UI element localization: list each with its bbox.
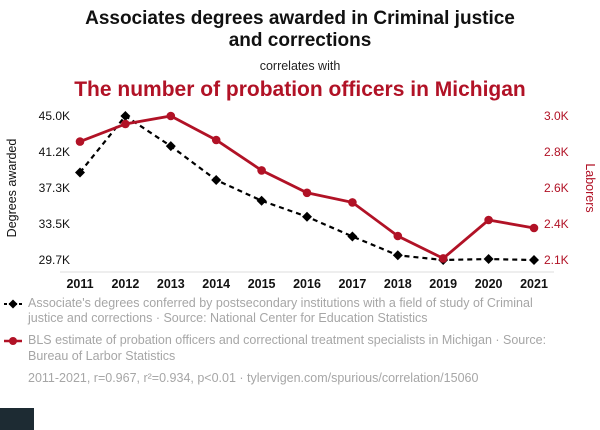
legend: Associate's degrees conferred by postsec…	[0, 296, 600, 364]
svg-text:2020: 2020	[475, 277, 503, 291]
svg-text:2.4K: 2.4K	[544, 217, 569, 231]
svg-text:2021: 2021	[520, 277, 548, 291]
chart-header: Associates degrees awarded in Criminal j…	[0, 0, 600, 102]
black-dashed-diamond-series-icon	[4, 299, 22, 309]
svg-text:2.1K: 2.1K	[544, 253, 569, 267]
legend-text-degrees: Associate's degrees conferred by postsec…	[28, 295, 533, 326]
legend-text-laborers: BLS estimate of probation officers and c…	[28, 333, 547, 363]
svg-text:33.5K: 33.5K	[39, 217, 70, 231]
svg-text:Laborers: Laborers	[583, 163, 597, 212]
svg-text:29.7K: 29.7K	[39, 253, 70, 267]
svg-text:2018: 2018	[384, 277, 412, 291]
svg-text:2012: 2012	[111, 277, 139, 291]
legend-entry-degrees: Associate's degrees conferred by postsec…	[4, 296, 590, 327]
svg-text:2017: 2017	[338, 277, 366, 291]
legend-entry-laborers: BLS estimate of probation officers and c…	[4, 333, 590, 364]
svg-text:45.0K: 45.0K	[39, 109, 70, 123]
secondary-title: The number of probation officers in Mich…	[74, 77, 526, 101]
source-link[interactable]: tylervigen.com/spurious/correlation/1506…	[247, 370, 479, 385]
correlates-with-text: correlates with	[259, 58, 341, 73]
primary-title: Associates degrees awarded in Criminal j…	[85, 8, 515, 52]
svg-text:2019: 2019	[429, 277, 457, 291]
svg-text:41.2K: 41.2K	[39, 145, 70, 159]
footer: 2011-2021, r=0.967, r²=0.934, p<0.01 · t…	[0, 371, 600, 385]
svg-text:Degrees awarded: Degrees awarded	[5, 138, 19, 237]
svg-text:2.8K: 2.8K	[544, 145, 569, 159]
svg-text:2015: 2015	[248, 277, 276, 291]
svg-text:3.0K: 3.0K	[544, 109, 569, 123]
svg-text:2011: 2011	[66, 277, 93, 291]
svg-text:2014: 2014	[202, 277, 230, 291]
svg-text:2016: 2016	[293, 277, 321, 291]
svg-text:2013: 2013	[157, 277, 185, 291]
svg-text:37.3K: 37.3K	[39, 181, 70, 195]
chart-canvas: 45.0K 41.2K 37.3K 33.5K 29.7K 3.0K 2.8K 2.6K 2.4…	[5, 109, 597, 291]
red-line-circle-series-icon	[4, 337, 22, 346]
svg-text:2.6K: 2.6K	[544, 181, 569, 195]
stats-text: 2011-2021, r=0.967, r²=0.934, p<0.01 ·	[28, 370, 244, 385]
logo-corner	[0, 408, 34, 430]
